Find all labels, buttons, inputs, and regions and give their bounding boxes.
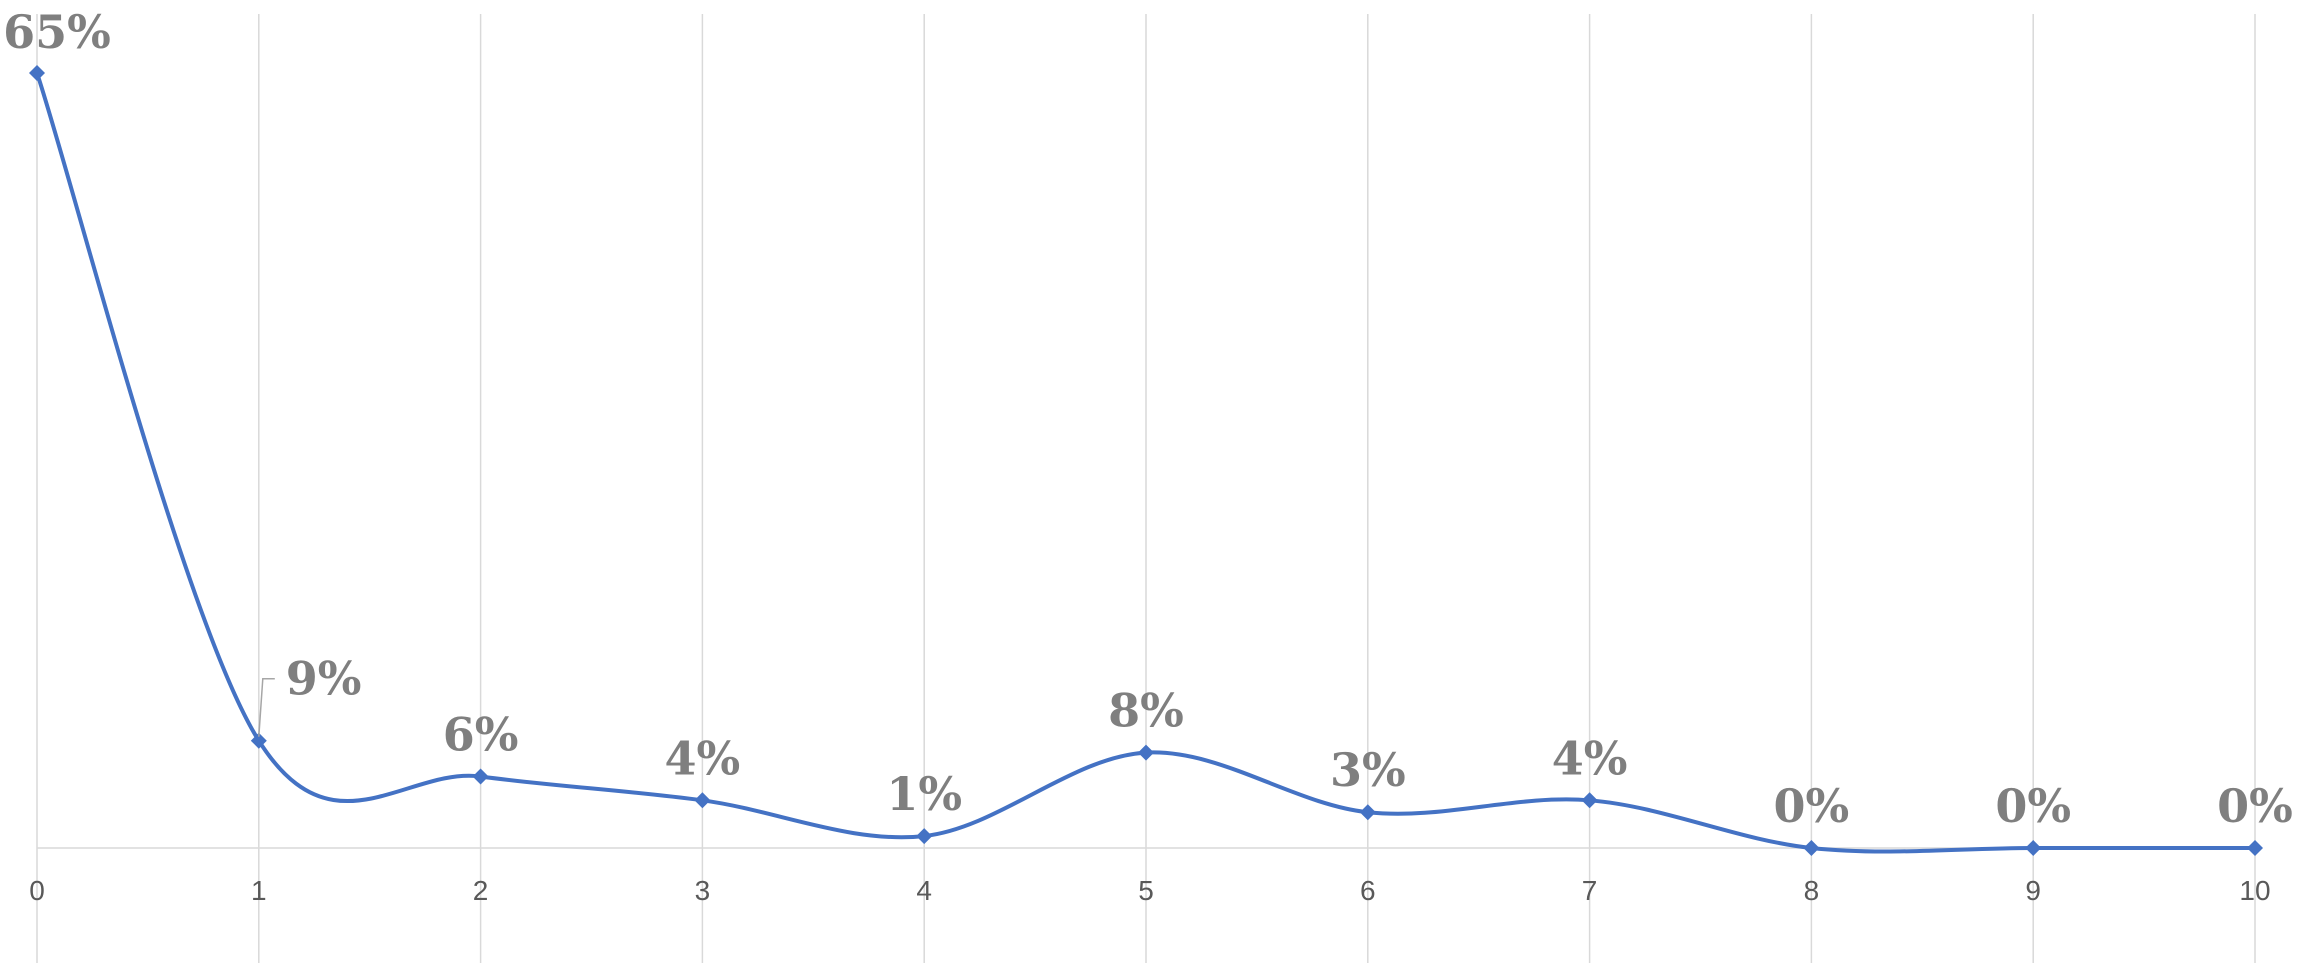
data-label-2: 6% — [443, 707, 519, 761]
x-tick-label-4: 4 — [916, 875, 932, 906]
data-point-3 — [694, 792, 711, 809]
data-label-4: 1% — [886, 767, 962, 821]
label-layer: 65% 9% 6% 4% 1% 8% 3% 4% 0% 0% 0% — [3, 5, 2293, 833]
series-line — [35, 71, 2257, 854]
data-label-6: 3% — [1330, 743, 1406, 797]
data-label-3: 4% — [665, 731, 741, 785]
x-tick-label-9: 9 — [2025, 875, 2041, 906]
x-tick-label-3: 3 — [695, 875, 711, 906]
data-label-5: 8% — [1108, 684, 1184, 738]
series-layer — [35, 71, 2257, 854]
data-label-1: 9% — [286, 652, 362, 706]
tick-layer: 0 1 2 3 4 5 6 7 8 9 10 — [29, 875, 2270, 906]
marker-layer — [29, 65, 2263, 856]
x-tick-label-1: 1 — [251, 875, 267, 906]
data-point-5 — [1138, 744, 1154, 761]
data-point-10 — [2247, 840, 2263, 856]
data-point-6 — [1359, 804, 1376, 821]
data-point-8 — [1803, 840, 1820, 856]
x-tick-label-8: 8 — [1804, 875, 1820, 906]
x-tick-label-0: 0 — [29, 875, 45, 906]
data-point-4 — [916, 828, 933, 845]
x-tick-label-6: 6 — [1360, 875, 1376, 906]
x-tick-label-5: 5 — [1138, 875, 1154, 906]
x-tick-label-7: 7 — [1582, 875, 1598, 906]
grid-layer — [36, 14, 2256, 963]
data-label-10: 0% — [2217, 779, 2293, 833]
data-point-7 — [1581, 792, 1598, 809]
data-label-0: 65% — [3, 5, 111, 59]
data-point-2 — [472, 768, 489, 785]
data-label-7: 4% — [1552, 731, 1628, 785]
data-point-1 — [250, 732, 267, 749]
data-label-8: 0% — [1774, 779, 1850, 833]
data-point-0 — [29, 65, 45, 81]
x-tick-label-2: 2 — [473, 875, 489, 906]
data-label-9: 0% — [1995, 779, 2071, 833]
data-point-9 — [2025, 840, 2042, 856]
data-label-leader-line — [258, 677, 275, 737]
x-tick-label-10: 10 — [2239, 875, 2270, 906]
